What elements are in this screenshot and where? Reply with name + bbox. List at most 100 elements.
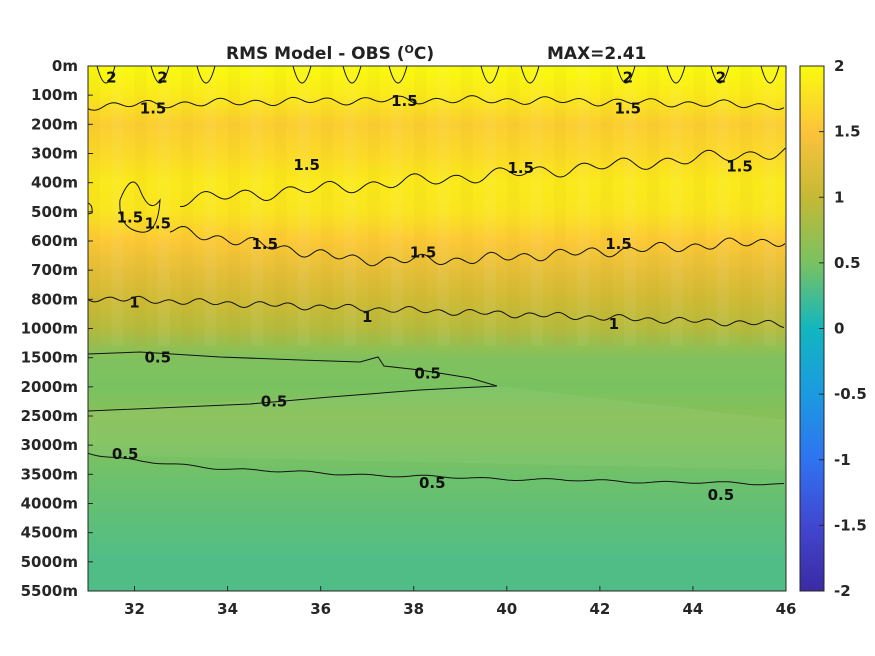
contour-label: 1.5: [293, 156, 320, 174]
contour-label: 0.5: [261, 392, 288, 410]
field-stripe: [227, 66, 240, 346]
contour-2: [292, 66, 312, 84]
contour-label: 2: [157, 69, 167, 87]
field-stripe: [274, 66, 287, 346]
y-tick-label: 500m: [31, 203, 78, 221]
y-tick-label: 600m: [31, 232, 78, 250]
contour-labels: 2 2 2 21.5 1.5 1.51.5 1.5 1.51.5 1.51.5 1.5 1.511 1…: [106, 69, 753, 504]
contour-2: [196, 66, 216, 84]
contour-label: 1.5: [140, 99, 167, 117]
contour-1-5-edge: [88, 202, 93, 215]
x-tick-label: 36: [310, 600, 331, 618]
contour-label: 0.5: [708, 486, 735, 504]
field-stripe: [507, 66, 520, 346]
colorbar-tick-label: 1: [834, 188, 844, 206]
y-tick-label: 2000m: [21, 378, 78, 396]
y-tick-label: 1500m: [21, 349, 78, 367]
contour-2: [480, 66, 500, 84]
contour-label: 1.5: [508, 159, 535, 177]
field-stripe: [88, 66, 100, 346]
field-stripe: [484, 66, 497, 346]
contour-2: [520, 66, 540, 84]
field-wedge: [88, 386, 786, 470]
colorbar-tick-label: -1.5: [834, 516, 867, 534]
y-tick-label: 5500m: [21, 582, 78, 600]
y-tick-label: 300m: [31, 145, 78, 163]
field-stripe: [763, 66, 776, 346]
contour-lines: [88, 66, 786, 486]
y-tick-label: 3000m: [21, 436, 78, 454]
contour-1-5-core-bottom: [169, 225, 786, 267]
y-tick-label: 800m: [31, 290, 78, 308]
colorbar-tick-label: 1.5: [834, 123, 861, 141]
x-tick-label: 34: [217, 600, 238, 618]
contour-label: 2: [716, 69, 726, 87]
field-stripe: [414, 66, 427, 346]
colorbar-tick-label: 2: [834, 57, 844, 75]
y-tick-label: 400m: [31, 174, 78, 192]
y-tick-label: 5000m: [21, 553, 78, 571]
x-tick-label: 32: [124, 600, 145, 618]
field-stripe: [437, 66, 450, 346]
field-stripe: [554, 66, 566, 346]
contour-2: [666, 66, 686, 84]
contour-label: 1: [129, 293, 139, 311]
y-tick-label: 4000m: [21, 495, 78, 513]
x-tick-label: 38: [403, 600, 424, 618]
contour-2: [96, 66, 116, 84]
contour-label: 1.5: [252, 235, 279, 253]
field-stripe: [134, 66, 147, 346]
contour-label: 0.5: [414, 365, 441, 383]
field-stripe: [647, 66, 660, 346]
field-stripe: [600, 66, 613, 346]
y-tick-label: 100m: [31, 86, 78, 104]
field-stripe: [740, 66, 753, 346]
contour-label: 1.5: [410, 244, 437, 262]
field-background: [88, 66, 786, 591]
field-stripe: [344, 66, 357, 346]
contour-label: 2: [106, 69, 116, 87]
contour-0-5-lower: [88, 452, 785, 486]
field-stripe: [321, 66, 333, 346]
colorbar-tick-label: 0: [834, 320, 844, 338]
colorbar-tick-label: -1: [834, 451, 851, 469]
y-tick-label: 3500m: [21, 465, 78, 483]
y-axis: 0m 100m 200m 300m 400m 500m 600m 700m 800m 1000m 1…: [21, 57, 93, 600]
colorbar-ticks: 2 1.5 1 0.5 0 -0.5 -1 -1.5 -2: [819, 57, 867, 600]
field-stripe: [577, 66, 590, 346]
field-stripes: [88, 66, 776, 346]
contour-2: [388, 66, 408, 84]
contour-label: 1.5: [391, 92, 418, 110]
contour-label: 2: [623, 69, 633, 87]
contour-2: [710, 66, 730, 84]
y-tick-label: 0m: [52, 57, 78, 75]
colorbar-tick-label: -0.5: [834, 385, 867, 403]
max-value-label: MAX=2.41: [547, 44, 646, 64]
field-stripe: [623, 66, 636, 346]
contour-label: 0.5: [112, 445, 139, 463]
field-stripe: [460, 66, 473, 346]
contour-2: [616, 66, 636, 84]
contour-label: 1.5: [117, 209, 144, 227]
x-tick-label: 46: [776, 600, 797, 618]
x-tick-label: 42: [589, 600, 610, 618]
field-stripe: [670, 66, 683, 346]
contour-0-5-spur: [88, 351, 498, 412]
field-stripe: [111, 66, 124, 346]
contour-1-5-blob: [119, 181, 161, 233]
contour-2: [342, 66, 362, 84]
x-tick-label: 40: [496, 600, 517, 618]
colorbar: 2 1.5 1 0.5 0 -0.5 -1 -1.5 -2: [799, 57, 867, 600]
field-stripe: [251, 66, 264, 346]
field-stripe: [204, 66, 217, 346]
contour-1-5-upper: [88, 95, 785, 111]
field-stripe: [693, 66, 706, 346]
contour-label: 0.5: [145, 349, 172, 367]
colorbar-tick-label: -2: [834, 582, 851, 600]
field-stripe: [181, 66, 194, 346]
contour-label: 1.5: [605, 235, 632, 253]
y-tick-label: 700m: [31, 261, 78, 279]
y-tick-label: 1000m: [21, 320, 78, 338]
contour-1-5-core-top: [180, 147, 786, 207]
